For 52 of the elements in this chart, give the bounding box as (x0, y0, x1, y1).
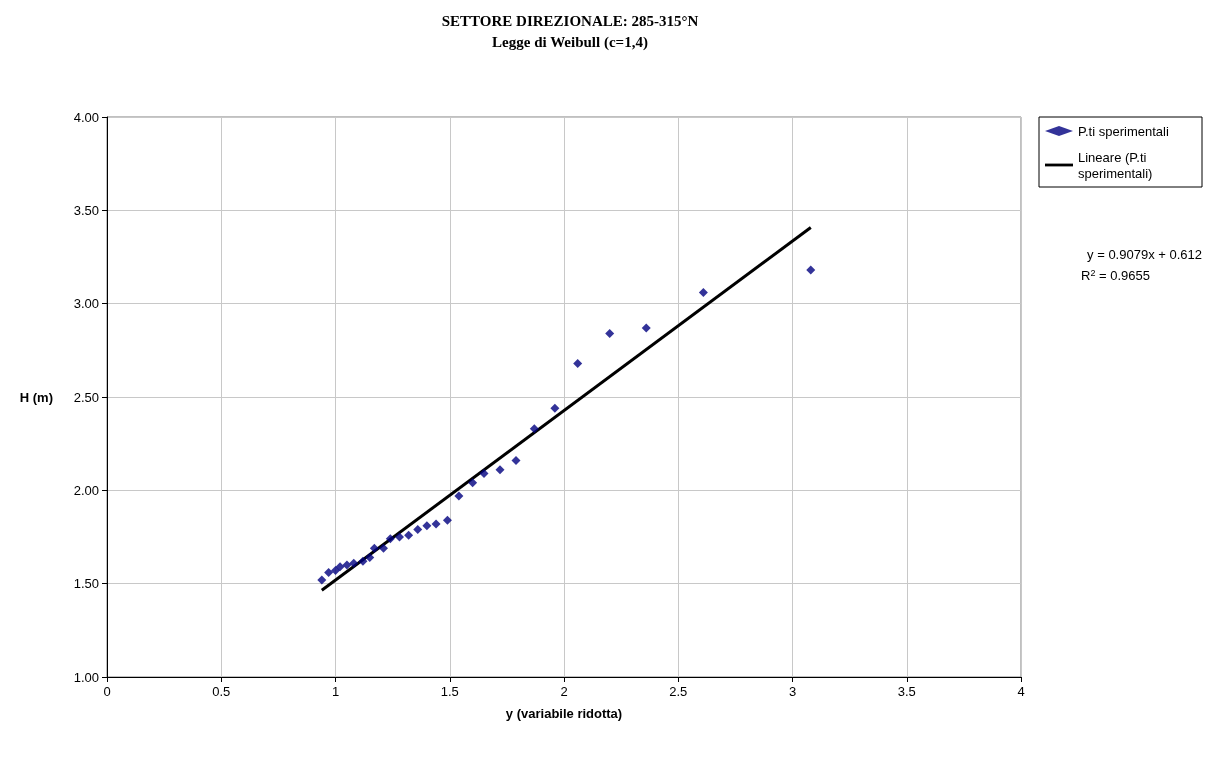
point (324, 567, 334, 577)
y-axis-title: H (m) (19, 389, 53, 405)
point (511, 455, 521, 465)
y-tick-label: 1.00 (73, 669, 99, 685)
chart-title: SETTORE DIREZIONALE: 285-315°N (441, 12, 699, 29)
point (358, 556, 368, 566)
point (698, 287, 708, 297)
point (550, 403, 560, 413)
point (335, 562, 345, 572)
x-tick-label: 1 (331, 684, 340, 699)
point (806, 265, 816, 275)
x-tick-label: 2 (560, 684, 568, 699)
x-tick-label: 3.5 (897, 684, 916, 699)
text: y = 0.9079x + 0.612 (1087, 247, 1203, 262)
legend-label: P.ti sperimentali (1078, 123, 1169, 139)
x-tick-label: 2.5 (669, 684, 688, 699)
point (468, 478, 478, 488)
point (378, 543, 388, 553)
y-tick-label: 3.50 (73, 202, 99, 218)
point (317, 575, 327, 585)
point (404, 530, 414, 540)
x-tick-label: 3 (788, 684, 797, 699)
point (365, 553, 375, 563)
x-tick-label: 0 (103, 684, 111, 699)
y-tick-label: 3.00 (73, 296, 99, 312)
point (385, 534, 395, 544)
x-tick-label: 0.5 (212, 684, 231, 699)
x-tick-label: 1.5 (440, 684, 459, 699)
y-tick-label: 4.00 (73, 109, 99, 125)
point (422, 521, 432, 531)
point (641, 323, 651, 333)
point (495, 465, 505, 475)
point (369, 543, 379, 553)
y-tick-label: 1.50 (73, 576, 99, 592)
point (573, 358, 583, 368)
point (342, 560, 352, 570)
point (454, 491, 464, 501)
point (529, 424, 539, 434)
legend-label: Lineare (P.ti sperimentali) (1078, 149, 1153, 181)
point (394, 532, 404, 542)
point (331, 566, 340, 576)
point (413, 525, 423, 535)
y-tick-label: 2.00 (73, 482, 99, 498)
point (431, 519, 441, 529)
point (605, 329, 615, 339)
chart-subtitle: Legge di Weibull (c=1,4) (492, 33, 648, 51)
point (479, 469, 489, 479)
x-tick-label: 4 (1017, 684, 1025, 699)
point (442, 515, 452, 525)
x-axis-title: y (variabile ridotta) (505, 706, 623, 721)
y-tick-label: 2.50 (73, 389, 99, 405)
point (349, 558, 359, 568)
